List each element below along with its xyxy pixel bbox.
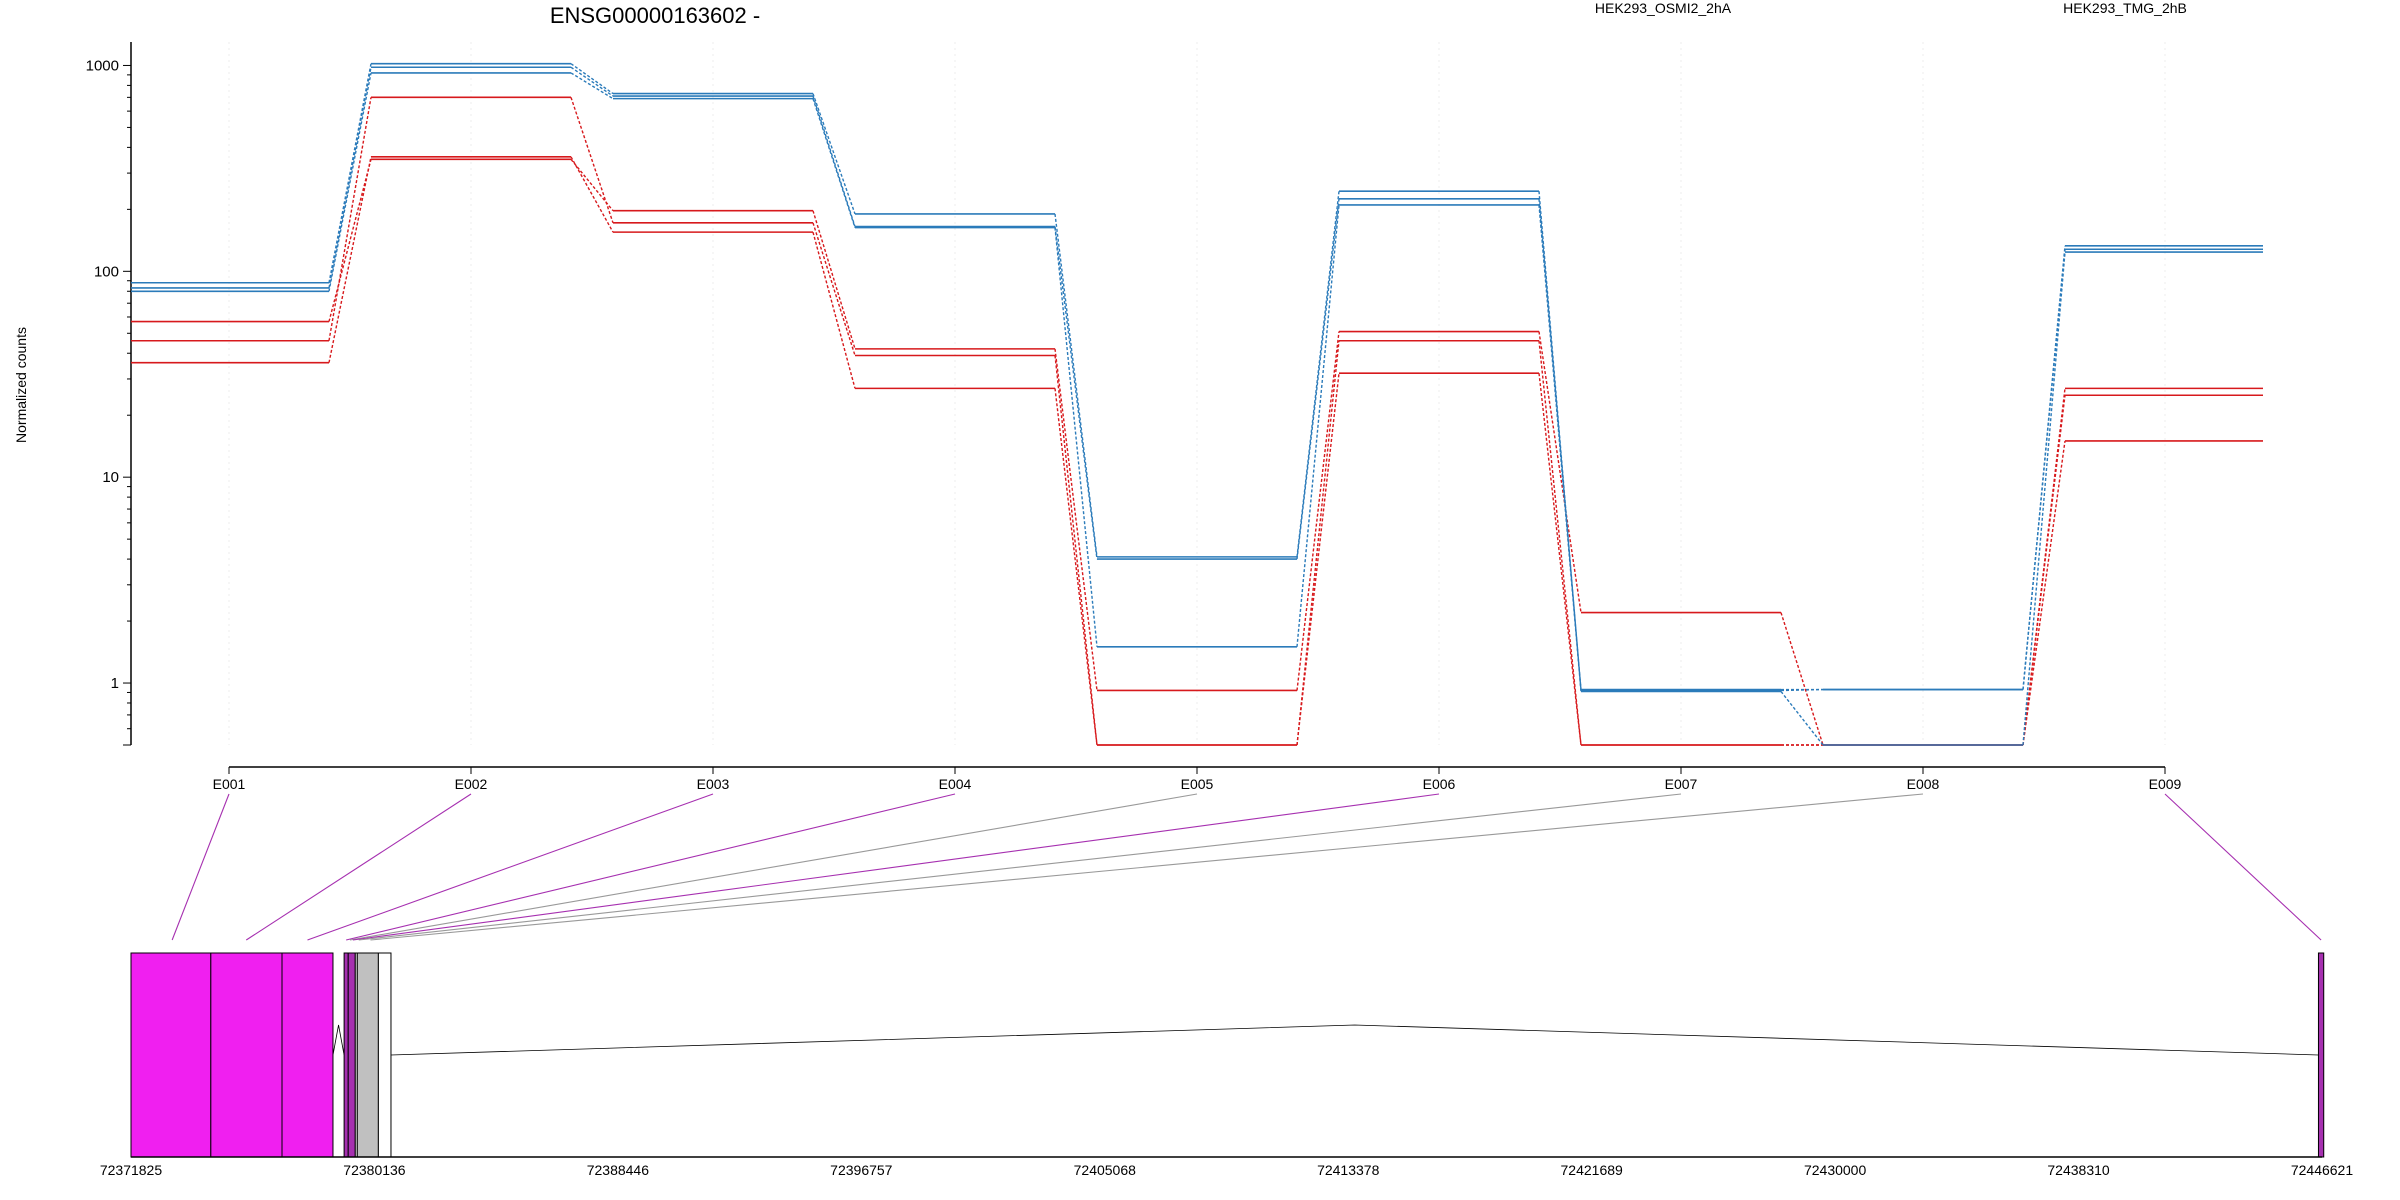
series-HEK293_OSMI2_2hA-2: [131, 155, 2263, 746]
gene-exon-1: [130, 952, 212, 1158]
x-tick-label-E004: E004: [939, 776, 972, 792]
series-transition-E003: [812, 231, 856, 389]
series-transition-E006: [1538, 340, 1582, 746]
series-transition-E003: [812, 98, 856, 228]
grid: [228, 42, 2166, 745]
x-tick-label-E008: E008: [1907, 776, 1940, 792]
series-transition-E008: [2022, 395, 2066, 746]
genome-tick-label: 72421689: [1561, 1162, 1624, 1178]
series-transition-E003: [812, 95, 856, 227]
genome-coordinate-axis: 72371825 72380136 72388446 72396757 72405068…: [100, 1156, 2354, 1178]
x-tick-label-E002: E002: [455, 776, 488, 792]
x-tick-label-E001: E001: [213, 776, 246, 792]
series-transition-E004: [1054, 348, 1098, 691]
series-transition-E003: [812, 93, 856, 215]
genome-tick-label: 72446621: [2291, 1162, 2354, 1178]
connector-E009: [2164, 793, 2322, 941]
series-transition-E001: [328, 159, 372, 322]
series-HEK293_OSMI2_2hA-0: [131, 158, 2263, 746]
connector-E004: [346, 793, 956, 941]
gene-exon-8: [377, 952, 392, 1158]
series-HEK293_TMG_2hB-4: [131, 66, 2263, 691]
y-tick-label: 1: [111, 675, 119, 692]
gene-exon-7: [356, 952, 379, 1158]
series-transition-E003: [812, 210, 856, 350]
connector-E008: [370, 793, 1924, 941]
gene-exon-9: [2317, 952, 2325, 1158]
genome-tick-label: 72438310: [2047, 1162, 2110, 1178]
gene-exon-2: [210, 952, 283, 1158]
x-tick-label-E006: E006: [1423, 776, 1456, 792]
gene-exon-3: [281, 952, 334, 1158]
y-tick-label: 100: [94, 263, 119, 280]
series-lines: [131, 62, 2263, 746]
series-transition-E005: [1296, 191, 1340, 557]
genome-tick-label: 72396757: [830, 1162, 893, 1178]
connector-E007: [358, 793, 1682, 941]
series-transition-E001: [328, 63, 372, 283]
x-tick-label-E009: E009: [2149, 776, 2182, 792]
series-transition-E006: [1538, 331, 1582, 613]
x-tick-label-E007: E007: [1665, 776, 1698, 792]
series-transition-E007: [1780, 691, 1824, 746]
series-transition-E002: [570, 66, 614, 97]
connector-E006: [352, 793, 1440, 941]
series-transition-E004: [1054, 227, 1098, 647]
series-HEK293_TMG_2hB-5: [131, 72, 2263, 746]
legend-entry-tmg: HEK293_TMG_2hB: [2063, 0, 2187, 16]
series-transition-E003: [812, 222, 856, 356]
series-transition-E006: [1538, 373, 1582, 746]
series-transition-E008: [2022, 252, 2066, 746]
gene-exon-4: [343, 952, 349, 1158]
x-tick-label-E005: E005: [1181, 776, 1214, 792]
series-transition-E005: [1296, 198, 1340, 560]
connector-E003: [307, 793, 714, 941]
intron-long: [390, 1024, 2319, 1056]
x-axis: E001 E002 E003 E004 E005 E006 E007 E008 E009: [213, 766, 2182, 792]
series-transition-E002: [570, 156, 614, 233]
series-transition-E007: [1780, 612, 1824, 746]
connector-E005: [349, 793, 1198, 941]
series-transition-E002: [570, 63, 614, 95]
series-transition-E005: [1296, 204, 1340, 647]
y-axis-label: Normalized counts: [13, 327, 29, 443]
genome-tick-label: 72430000: [1804, 1162, 1867, 1178]
genome-tick-label: 72405068: [1074, 1162, 1137, 1178]
series-transition-E008: [2022, 249, 2066, 690]
y-tick-label: 1000: [86, 57, 119, 74]
series-transition-E001: [328, 72, 372, 292]
legend-entry-osmi2: HEK293_OSMI2_2hA: [1595, 0, 1732, 16]
genome-tick-label: 72388446: [587, 1162, 650, 1178]
intron-short: [332, 1024, 345, 1056]
series-transition-E001: [328, 97, 372, 341]
x-tick-label-E003: E003: [697, 776, 730, 792]
series-transition-E008: [2022, 440, 2066, 746]
genome-tick-label: 72413378: [1317, 1162, 1380, 1178]
series-transition-E004: [1054, 355, 1098, 746]
gene-model-track: [130, 952, 2325, 1158]
chart-title: ENSG00000163602 -: [550, 3, 760, 28]
series-transition-E005: [1296, 331, 1340, 691]
gene-exon-5: [347, 952, 356, 1158]
exon-connectors: [171, 793, 2322, 941]
y-tick-label: 10: [102, 469, 119, 486]
genome-tick-label: 72380136: [343, 1162, 406, 1178]
connector-E001: [171, 793, 230, 941]
connector-E002: [245, 793, 472, 941]
series-transition-E004: [1054, 226, 1098, 560]
series-transition-E001: [328, 156, 372, 363]
series-transition-E002: [570, 72, 614, 100]
series-transition-E005: [1296, 373, 1340, 746]
y-axis: 1 10 100 1000: [86, 42, 132, 746]
series-transition-E006: [1538, 204, 1582, 692]
series-transition-E002: [570, 97, 614, 224]
genome-tick-label: 72371825: [100, 1162, 163, 1178]
series-HEK293_OSMI2_2hA-1: [131, 96, 2263, 746]
